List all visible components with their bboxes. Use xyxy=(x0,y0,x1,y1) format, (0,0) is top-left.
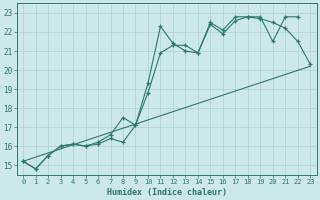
X-axis label: Humidex (Indice chaleur): Humidex (Indice chaleur) xyxy=(107,188,227,197)
